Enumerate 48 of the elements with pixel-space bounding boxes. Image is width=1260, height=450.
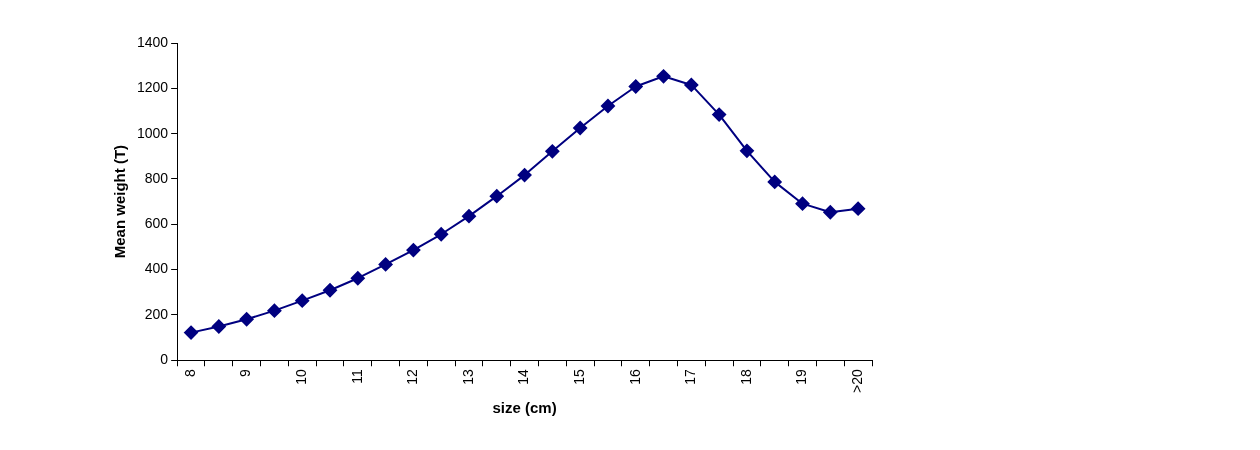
point xyxy=(323,283,338,298)
x-tick-label: 18 xyxy=(737,369,754,385)
x-tick-label: 19 xyxy=(793,369,810,385)
point xyxy=(573,120,588,135)
point xyxy=(684,77,699,92)
point xyxy=(739,143,754,158)
point xyxy=(489,189,504,204)
point xyxy=(211,319,226,334)
x-tick-label: 14 xyxy=(515,369,532,385)
point xyxy=(823,205,838,220)
point xyxy=(656,69,671,84)
y-tick-label: 0 xyxy=(160,351,169,368)
y-tick-label: 1200 xyxy=(136,79,169,96)
point xyxy=(267,303,282,318)
x-tick-label: 10 xyxy=(293,369,310,385)
y-tick-label: 1400 xyxy=(136,33,169,50)
point xyxy=(851,201,866,216)
y-tick-label: 800 xyxy=(144,169,169,186)
point xyxy=(184,325,199,340)
x-tick-label: 13 xyxy=(459,369,476,385)
point xyxy=(406,243,421,258)
point xyxy=(295,293,310,308)
x-tick-label: 12 xyxy=(404,369,421,385)
point xyxy=(795,196,810,211)
point xyxy=(378,257,393,272)
x-tick-label: >20 xyxy=(848,369,865,393)
point xyxy=(461,209,476,224)
y-tick-label: 200 xyxy=(144,305,169,322)
x-tick-label: 9 xyxy=(237,369,254,378)
y-tick-label: 1000 xyxy=(136,124,169,141)
x-tick-label: 11 xyxy=(348,369,365,384)
y-tick-label: 600 xyxy=(144,215,169,232)
point xyxy=(628,79,643,94)
point xyxy=(517,168,532,183)
x-tick-label: 8 xyxy=(181,369,198,378)
point xyxy=(434,227,449,242)
x-tick-label: 17 xyxy=(682,369,699,385)
x-axis-title: size (cm) xyxy=(492,399,557,417)
x-tick-label: 15 xyxy=(571,369,588,385)
point xyxy=(767,174,782,189)
point xyxy=(712,107,727,122)
point xyxy=(350,271,365,286)
point xyxy=(600,99,615,113)
point xyxy=(545,144,560,159)
point xyxy=(239,312,254,327)
x-tick-label: 16 xyxy=(626,369,643,385)
y-axis-title: Mean weight (T) xyxy=(111,144,129,259)
y-tick-label: 400 xyxy=(144,260,169,277)
